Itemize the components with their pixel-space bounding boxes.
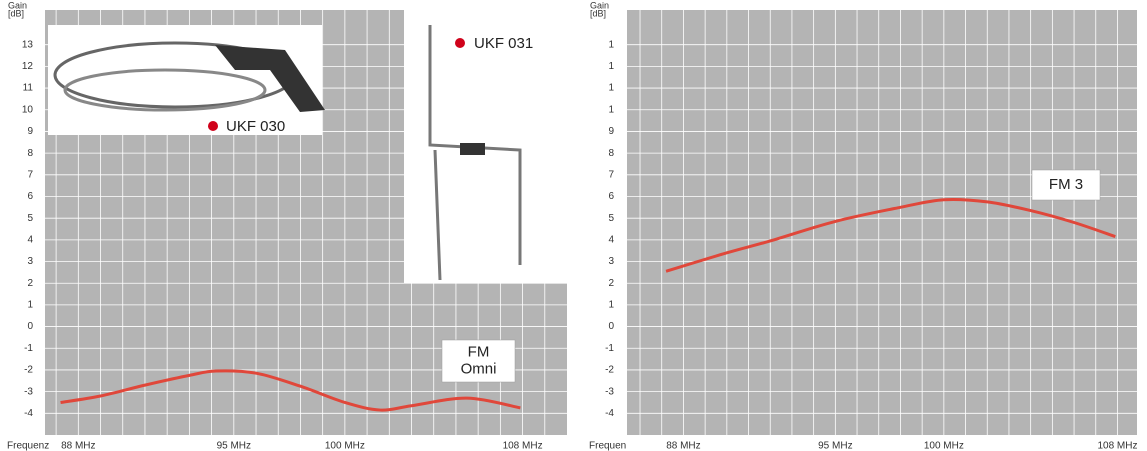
y-tick-label: -2 [605, 365, 614, 376]
x-tick-label: 88 MHz [666, 441, 700, 451]
x-tick-label: 100 MHz [325, 441, 365, 451]
y-tick-label: 4 [27, 234, 33, 245]
marker-dot [208, 121, 218, 131]
y-tick-label: 5 [27, 213, 33, 224]
y-tick-label: 4 [608, 234, 614, 245]
x-axis-label: Frequen [589, 441, 626, 451]
y-tick-label: 9 [27, 126, 33, 137]
x-tick-label: 100 MHz [924, 441, 964, 451]
y-tick-label: 1 [27, 300, 33, 311]
marker-dot [455, 38, 465, 48]
x-tick-label: 95 MHz [818, 441, 852, 451]
x-tick-label: 95 MHz [217, 441, 251, 451]
x-tick-label: 108 MHz [503, 441, 543, 451]
y-tick-label: 8 [608, 148, 614, 159]
antenna-clamp [460, 143, 485, 155]
y-tick-label: 6 [608, 191, 614, 202]
y-tick-label: -4 [605, 408, 614, 419]
plot-area [627, 10, 1137, 435]
y-tick-label: 13 [22, 39, 34, 50]
annotation: FM [468, 343, 490, 360]
y-axis-label: [dB] [590, 8, 606, 18]
y-tick-label: 1 [608, 39, 614, 50]
y-tick-label: 8 [27, 148, 33, 159]
annotation: Omni [461, 360, 497, 377]
y-tick-label: 1 [608, 300, 614, 311]
y-tick-label: -1 [24, 343, 33, 354]
chart: 131211109876543210-1-2-3-488 MHz95 MHz10… [0, 0, 1147, 451]
y-tick-label: -3 [605, 386, 614, 397]
x-axis-label: Frequenz [7, 441, 49, 451]
product-label: UKF 030 [226, 118, 285, 135]
y-tick-label: 12 [22, 61, 34, 72]
product-label: UKF 031 [474, 35, 533, 52]
y-tick-label: 3 [608, 256, 614, 267]
y-tick-label: 1 [608, 83, 614, 94]
y-tick-label: 1 [608, 61, 614, 72]
y-tick-label: 7 [608, 169, 614, 180]
page: 131211109876543210-1-2-3-488 MHz95 MHz10… [0, 0, 1147, 451]
x-tick-label: 88 MHz [61, 441, 95, 451]
y-tick-label: -1 [605, 343, 614, 354]
y-tick-label: 11 [23, 83, 34, 94]
y-tick-label: 1 [608, 104, 614, 115]
y-tick-label: 9 [608, 126, 614, 137]
y-tick-label: 0 [608, 321, 614, 332]
y-tick-label: -3 [24, 386, 33, 397]
y-tick-label: 3 [27, 256, 33, 267]
y-tick-label: 0 [27, 321, 33, 332]
annotation: FM 3 [1049, 176, 1083, 193]
y-tick-label: 10 [22, 104, 34, 115]
y-tick-label: 5 [608, 213, 614, 224]
y-tick-label: 7 [27, 169, 33, 180]
y-tick-label: -4 [24, 408, 33, 419]
y-tick-label: 2 [608, 278, 614, 289]
y-axis-label: [dB] [8, 8, 24, 18]
y-tick-label: 6 [27, 191, 33, 202]
y-tick-label: -2 [24, 365, 33, 376]
y-tick-label: 2 [27, 278, 33, 289]
x-tick-label: 108 MHz [1097, 441, 1137, 451]
